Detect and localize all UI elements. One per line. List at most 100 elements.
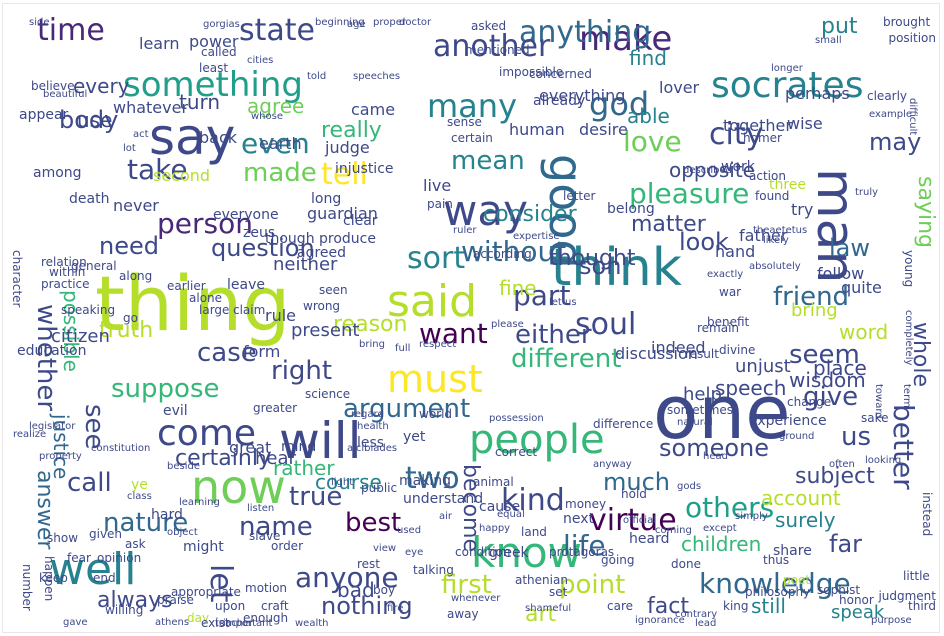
word-call: call bbox=[67, 470, 112, 496]
word-away: away bbox=[447, 608, 479, 620]
word-appropriate: appropriate bbox=[171, 586, 241, 598]
word-little: little bbox=[903, 570, 930, 582]
word-toward: toward bbox=[873, 384, 883, 419]
word-boy: boy bbox=[373, 584, 395, 596]
word-character: character bbox=[11, 250, 23, 307]
word-longer: longer bbox=[771, 64, 803, 74]
word-came: came bbox=[351, 102, 395, 118]
word-beautiful: beautiful bbox=[43, 90, 87, 100]
word-constitution: constitution bbox=[91, 444, 150, 454]
word-along: along bbox=[119, 270, 152, 282]
word-greater: greater bbox=[253, 402, 297, 414]
word-important: important bbox=[223, 619, 272, 629]
word-simply: simply bbox=[735, 512, 768, 522]
word-right: right bbox=[271, 358, 332, 384]
word-present: present bbox=[291, 322, 359, 340]
word-athens: athens bbox=[155, 618, 189, 628]
word-philosophy: philosophy bbox=[745, 586, 810, 598]
word-place: place bbox=[813, 358, 867, 378]
word-purpose: purpose bbox=[871, 616, 912, 626]
word-ruler: ruler bbox=[453, 226, 477, 236]
word-used: used bbox=[397, 526, 421, 536]
word-asked: asked bbox=[471, 20, 506, 32]
word-alcibiades: alcibiades bbox=[347, 444, 397, 454]
word-human: human bbox=[509, 122, 565, 138]
word-motion: motion bbox=[245, 582, 287, 594]
word-side: side bbox=[29, 18, 50, 28]
word-show: show bbox=[47, 532, 78, 544]
word-ask: ask bbox=[125, 538, 146, 550]
word-learn: learn bbox=[139, 36, 180, 52]
word-suppose: suppose bbox=[111, 376, 219, 402]
word-animal: animal bbox=[473, 476, 514, 488]
word-ye: ye bbox=[131, 478, 148, 492]
word-position: position bbox=[888, 32, 936, 44]
word-honor: honor bbox=[839, 594, 874, 606]
word-earth: earth bbox=[259, 136, 302, 152]
word-need: need bbox=[99, 234, 159, 258]
word-produce: produce bbox=[319, 232, 376, 246]
word-fine: fine bbox=[499, 278, 537, 298]
word-yet: yet bbox=[403, 430, 425, 444]
word-often: often bbox=[829, 460, 855, 470]
word-injustice: injustice bbox=[335, 162, 394, 176]
word-world: world bbox=[419, 408, 452, 420]
word-whenever: whenever bbox=[451, 594, 500, 604]
word-made: made bbox=[243, 160, 317, 186]
word-expertise: expertise bbox=[513, 232, 560, 242]
word-state: state bbox=[239, 16, 315, 46]
word-bring: bring bbox=[791, 302, 838, 320]
word-matter: matter bbox=[631, 214, 706, 236]
word-example: example bbox=[869, 110, 912, 120]
word-consider: consider bbox=[483, 204, 577, 226]
word-back: back bbox=[199, 130, 237, 146]
word-care: care bbox=[607, 600, 633, 612]
word-quite: quite bbox=[841, 280, 882, 296]
word-happy: happy bbox=[479, 524, 510, 534]
word-saying: saying bbox=[914, 176, 936, 248]
word-able: able bbox=[627, 106, 670, 126]
word-except: except bbox=[703, 524, 737, 534]
word-rest: rest bbox=[357, 558, 380, 570]
word-result: result bbox=[685, 348, 719, 360]
word-listen: listen bbox=[247, 504, 274, 514]
word-clearly: clearly bbox=[867, 90, 907, 102]
word-difference: difference bbox=[593, 418, 653, 430]
word-cloud: thing one think say will now said well know peopl… bbox=[2, 3, 940, 633]
word-seen: seen bbox=[319, 284, 348, 296]
word-speeches: speeches bbox=[353, 72, 400, 82]
word-found: found bbox=[755, 190, 789, 202]
word-letter: letter bbox=[563, 190, 595, 202]
word-help: help bbox=[683, 386, 722, 404]
word-number: number bbox=[21, 564, 33, 611]
word-given: given bbox=[89, 528, 122, 540]
word-set: set bbox=[549, 586, 567, 598]
word-done: done bbox=[671, 558, 701, 570]
word-difficult: difficult bbox=[907, 98, 917, 135]
word-far: far bbox=[829, 532, 862, 556]
word-money: money bbox=[565, 498, 606, 510]
word-slave: slave bbox=[249, 530, 280, 542]
word-leave: leave bbox=[227, 278, 265, 292]
word-hard: hard bbox=[151, 508, 183, 522]
word-experience: experience bbox=[749, 414, 827, 428]
word-poet: poet bbox=[783, 574, 810, 586]
word-homer: homer bbox=[743, 132, 782, 144]
word-looking: looking bbox=[865, 456, 901, 466]
word-speech: speech bbox=[715, 378, 786, 398]
word-brought: brought bbox=[883, 16, 930, 28]
word-described: described bbox=[683, 166, 732, 176]
word-told: told bbox=[307, 72, 326, 82]
word-coming: coming bbox=[655, 526, 692, 536]
word-head: head bbox=[703, 452, 728, 462]
word-us: us bbox=[841, 424, 871, 450]
word-please: please bbox=[491, 320, 524, 330]
word-official: official bbox=[623, 516, 656, 526]
word-equal: equal bbox=[497, 510, 525, 520]
word-beside: beside bbox=[167, 462, 200, 472]
word-everyone: everyone bbox=[213, 208, 279, 222]
word-mean: mean bbox=[451, 148, 525, 174]
word-natural: natural bbox=[677, 418, 713, 428]
word-children: children bbox=[681, 534, 761, 554]
word-judge: judge bbox=[325, 140, 370, 156]
